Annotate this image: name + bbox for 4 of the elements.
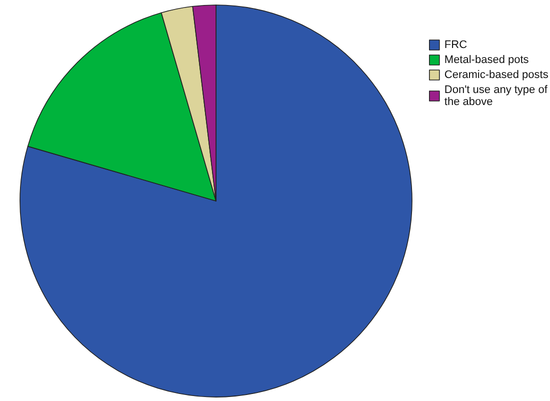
legend-label: Ceramic-based posts <box>444 69 549 81</box>
legend-label: Metal-based pots <box>444 54 530 66</box>
legend-label: Don't use any type of the above <box>444 84 550 108</box>
legend-label: FRC <box>444 39 468 51</box>
